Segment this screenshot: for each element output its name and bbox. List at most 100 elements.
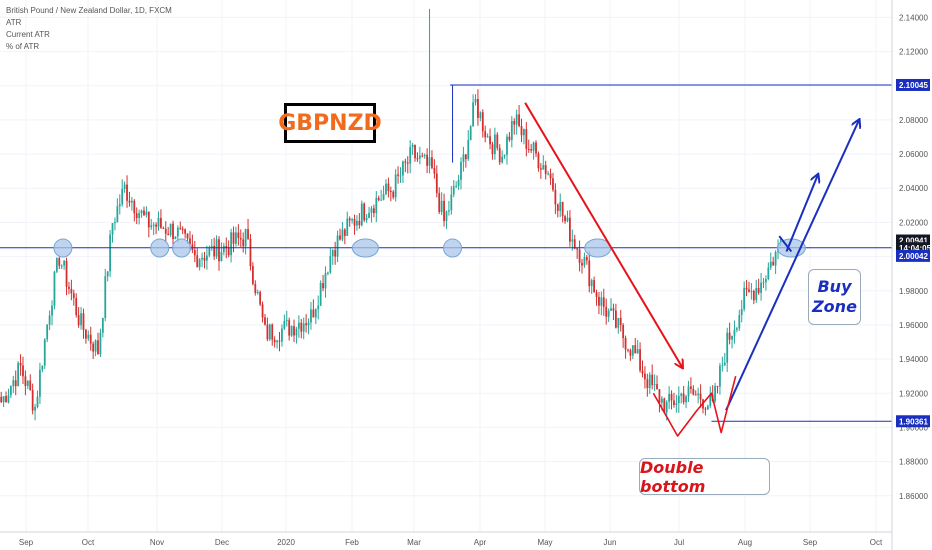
candle-body bbox=[346, 218, 349, 236]
price-label-4: 1.90361 bbox=[899, 417, 928, 426]
candle-body bbox=[644, 373, 646, 380]
legend-percent-atr[interactable]: % of ATR bbox=[6, 42, 40, 51]
candle-body bbox=[651, 374, 654, 386]
candle-body bbox=[397, 174, 399, 176]
candle-body bbox=[774, 251, 777, 266]
candle-body bbox=[506, 136, 508, 155]
ticker-annotation[interactable]: GBPNZD bbox=[278, 103, 382, 143]
candle-body bbox=[731, 335, 733, 340]
candle-body bbox=[535, 142, 537, 154]
price-axis[interactable]: 2.140002.120002.100002.080002.060002.040… bbox=[891, 0, 932, 550]
price-label-1: 2.00941 bbox=[899, 237, 928, 246]
candle-body bbox=[385, 183, 387, 195]
candle-body bbox=[210, 245, 213, 248]
price-label-2: 14:04:05 bbox=[899, 244, 932, 253]
candle-body bbox=[237, 232, 240, 238]
candle-body bbox=[518, 114, 520, 127]
candle-body bbox=[414, 144, 416, 159]
candle-body bbox=[0, 396, 3, 403]
candle-body bbox=[610, 308, 612, 311]
candle-body bbox=[5, 396, 7, 403]
candle-body bbox=[109, 234, 111, 272]
candle-body bbox=[297, 322, 300, 329]
candle-body bbox=[230, 232, 232, 256]
candle-body bbox=[564, 216, 566, 222]
candle-body bbox=[17, 362, 20, 387]
candle-body bbox=[377, 197, 380, 200]
candle-body bbox=[34, 406, 36, 411]
candle-body bbox=[375, 197, 378, 214]
time-tick-label-0: Sep bbox=[19, 538, 34, 547]
candle-body bbox=[537, 153, 540, 169]
candle-body bbox=[147, 211, 150, 228]
candle-body bbox=[479, 112, 482, 118]
price-tick-label-5: 2.04000 bbox=[899, 184, 928, 193]
candle-body bbox=[636, 349, 639, 354]
price-label-box-3 bbox=[896, 249, 930, 262]
candle-body bbox=[114, 221, 116, 224]
candle-body bbox=[55, 258, 58, 272]
candle-body bbox=[448, 210, 450, 212]
candle-body bbox=[595, 292, 598, 297]
candle-body bbox=[87, 334, 90, 339]
candle-body bbox=[554, 189, 557, 205]
candle-body bbox=[421, 155, 424, 157]
candle-body bbox=[740, 309, 743, 316]
candle-body bbox=[24, 376, 27, 386]
legend-current-atr[interactable]: Current ATR bbox=[6, 30, 50, 39]
candle-body bbox=[762, 282, 765, 284]
candle-body bbox=[624, 338, 627, 350]
candle-body bbox=[680, 393, 683, 396]
candle-body bbox=[474, 99, 477, 103]
highlight-circle-4 bbox=[443, 238, 463, 258]
candle-body bbox=[648, 374, 651, 388]
candle-body bbox=[196, 255, 199, 268]
candle-body bbox=[247, 229, 249, 239]
candle-body bbox=[612, 308, 615, 311]
candle-body bbox=[491, 144, 494, 155]
legend-atr[interactable]: ATR bbox=[6, 18, 22, 27]
candle-body bbox=[656, 384, 658, 390]
candle-body bbox=[685, 396, 687, 403]
candle-body bbox=[690, 386, 692, 389]
candle-body bbox=[752, 291, 755, 301]
candle-body bbox=[242, 239, 245, 247]
buy-zone-callout[interactable]: Buy Zone bbox=[808, 269, 861, 325]
candle-body bbox=[757, 287, 760, 293]
candle-body bbox=[542, 165, 545, 170]
candle-body bbox=[293, 326, 295, 336]
candle-body bbox=[302, 323, 305, 332]
candle-body bbox=[472, 102, 474, 127]
candle-body bbox=[288, 320, 291, 336]
candle-body bbox=[607, 310, 610, 317]
candle-body bbox=[353, 219, 356, 226]
candle-body bbox=[2, 396, 5, 403]
candle-body bbox=[602, 297, 605, 307]
time-tick-label-4: 2020 bbox=[277, 538, 295, 547]
blue-uptrend-arrow-1 bbox=[725, 120, 859, 411]
candle-body bbox=[19, 362, 22, 366]
candle-body bbox=[31, 390, 34, 411]
candle-body bbox=[467, 140, 470, 160]
time-axis[interactable]: Sep Oct Nov Dec 2020 Feb Mar Apr May Jun Jul Aug Sep… bbox=[0, 531, 892, 547]
candle-body bbox=[365, 218, 368, 221]
candle-body bbox=[614, 310, 617, 328]
candle-body bbox=[92, 343, 95, 352]
candle-body bbox=[462, 154, 465, 163]
time-tick-label-6: Mar bbox=[407, 538, 421, 547]
double-bottom-callout[interactable]: Double bottom bbox=[639, 458, 770, 496]
candle-body bbox=[697, 393, 700, 396]
candle-body bbox=[206, 255, 208, 261]
candle-body bbox=[273, 339, 276, 343]
candle-body bbox=[726, 332, 729, 363]
time-tick-label-9: Jun bbox=[604, 538, 617, 547]
candle-body bbox=[227, 248, 230, 256]
candle-body bbox=[687, 386, 690, 397]
candle-body bbox=[440, 200, 443, 213]
legend-symbol[interactable]: British Pound / New Zealand Dollar, 1D, … bbox=[6, 6, 172, 15]
candle-body bbox=[392, 191, 395, 198]
candle-body bbox=[181, 228, 184, 230]
time-tick-label-12: Sep bbox=[803, 538, 818, 547]
candle-body bbox=[411, 144, 414, 148]
